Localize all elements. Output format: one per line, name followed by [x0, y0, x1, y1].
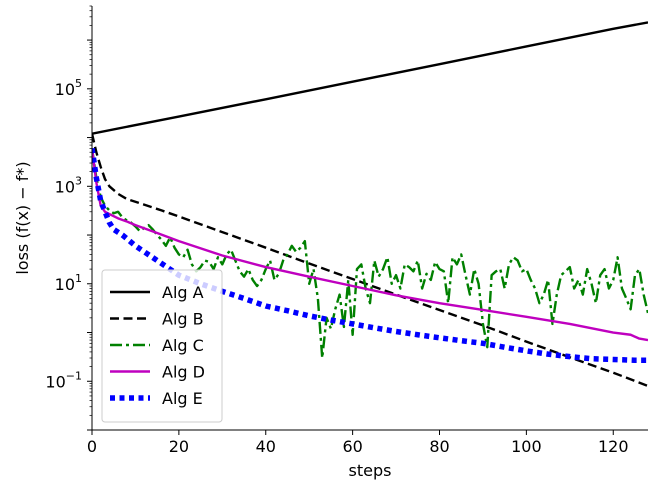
x-tick-label: 20	[169, 437, 189, 456]
series-line-alg-a	[92, 21, 648, 135]
x-axis-label: steps	[349, 461, 392, 480]
y-tick-label: 10−1	[45, 369, 82, 391]
y-tick-label: 103	[55, 174, 82, 196]
legend-label-alg-d: Alg D	[162, 363, 205, 382]
x-tick-label: 0	[87, 437, 97, 456]
axes	[91, 6, 648, 431]
ticks: 0 20 40 60 80 100 120 10−1 101 103 105	[45, 5, 629, 456]
series-line-alg-b	[92, 133, 648, 388]
y-tick-label: 105	[55, 77, 82, 99]
y-tick-label: 101	[55, 272, 82, 294]
legend-label-alg-e: Alg E	[162, 389, 203, 408]
legend-box	[101, 269, 223, 423]
x-tick-label: 40	[256, 437, 276, 456]
legend-label-alg-c: Alg C	[162, 336, 204, 355]
legend-label-alg-b: Alg B	[162, 310, 204, 329]
x-tick-label: 60	[342, 437, 362, 456]
legend: Alg A Alg B Alg C Alg D Alg E	[101, 269, 223, 423]
series-line-alg-e	[92, 147, 648, 363]
x-tick-label: 100	[511, 437, 542, 456]
series-line-alg-c	[92, 148, 648, 360]
series-group	[92, 21, 648, 388]
x-tick-label: 80	[429, 437, 449, 456]
legend-label-alg-a: Alg A	[162, 283, 204, 302]
y-axis-label: loss (f(x) − f*)	[13, 161, 32, 274]
x-tick-label: 120	[598, 437, 629, 456]
